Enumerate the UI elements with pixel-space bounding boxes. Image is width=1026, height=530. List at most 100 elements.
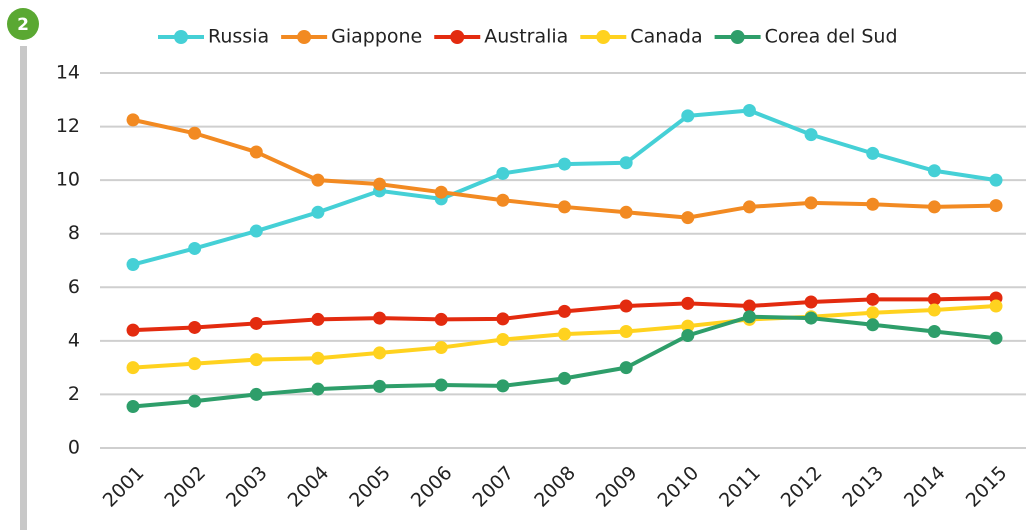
data-point: [311, 312, 325, 326]
data-point: [681, 329, 695, 342]
series-line: [132, 108, 997, 267]
x-tick-label: 2004: [284, 462, 334, 512]
y-tick-label: 8: [68, 222, 80, 244]
x-tick-label: 2008: [530, 462, 580, 512]
x-tick-label: 2012: [777, 462, 827, 512]
data-point: [496, 333, 510, 347]
data-point: [927, 292, 941, 306]
data-point: [681, 211, 695, 225]
x-tick-label: 2006: [407, 462, 457, 512]
y-tick-label: 4: [68, 329, 80, 351]
data-point: [249, 145, 263, 159]
data-point: [619, 299, 633, 313]
data-point: [927, 200, 941, 214]
data-point: [742, 310, 756, 324]
data-point: [989, 173, 1003, 187]
legend-marker: [174, 30, 188, 44]
data-point: [989, 331, 1003, 345]
data-point: [434, 378, 448, 392]
data-point: [188, 126, 202, 140]
data-point: [249, 387, 263, 401]
legend-marker: [297, 30, 312, 44]
data-point: [188, 241, 202, 255]
data-point: [249, 353, 263, 367]
data-point: [496, 312, 510, 326]
data-point: [989, 199, 1003, 213]
x-tick-label: 2002: [160, 462, 210, 512]
data-point: [681, 109, 695, 123]
data-point: [558, 327, 571, 341]
x-tick-label: 2011: [715, 462, 765, 512]
y-tick-label: 0: [68, 437, 80, 459]
data-point: [619, 156, 633, 170]
y-tick-label: 10: [56, 169, 80, 191]
data-point: [373, 379, 387, 393]
data-point: [619, 205, 633, 219]
x-tick-label: 2013: [838, 462, 888, 512]
x-tick-label: 2009: [592, 462, 642, 512]
legend-marker: [730, 30, 745, 44]
x-tick-label: 2014: [900, 462, 950, 512]
data-point: [681, 296, 695, 310]
data-point: [188, 320, 202, 334]
data-point: [619, 361, 633, 375]
data-point: [742, 104, 756, 117]
data-point: [804, 295, 818, 309]
data-point: [927, 164, 941, 178]
y-tick-label: 2: [68, 383, 80, 405]
y-tick-label: 12: [56, 115, 80, 137]
data-point: [804, 311, 818, 325]
data-point: [126, 399, 140, 413]
data-point: [989, 299, 1003, 313]
legend-label: Australia: [484, 26, 568, 48]
x-tick-label: 2003: [222, 462, 272, 512]
legend-marker: [450, 30, 465, 44]
data-point: [373, 346, 387, 360]
data-point: [126, 323, 140, 337]
data-point: [434, 341, 448, 355]
data-point: [804, 128, 818, 142]
data-point: [866, 292, 880, 306]
data-point: [188, 394, 202, 408]
data-point: [558, 304, 571, 318]
data-point: [927, 303, 941, 317]
data-point: [681, 319, 695, 333]
data-point: [434, 312, 448, 326]
y-tick-label: 14: [56, 62, 80, 84]
legend-label: Russia: [208, 26, 269, 48]
y-tick-label: 6: [68, 276, 80, 298]
legend-marker: [596, 30, 611, 44]
data-point: [434, 185, 448, 199]
data-point: [373, 311, 387, 325]
data-point: [558, 200, 571, 214]
data-point: [496, 166, 510, 180]
x-tick-label: 2007: [469, 462, 519, 512]
badge: 2: [17, 15, 29, 35]
x-tick-label: 2001: [99, 462, 149, 512]
data-point: [311, 205, 325, 219]
data-point: [373, 177, 387, 191]
data-point: [558, 157, 571, 171]
legend-label: Giappone: [331, 26, 422, 48]
data-point: [866, 197, 880, 211]
side-bar: [20, 46, 27, 530]
data-point: [866, 318, 880, 332]
x-tick-label: 2010: [653, 462, 703, 512]
legend-label: Canada: [630, 26, 702, 48]
data-point: [126, 361, 140, 375]
data-point: [311, 382, 325, 396]
legend-label: Corea del Sud: [765, 26, 898, 48]
badge-circle: [7, 8, 39, 40]
data-point: [126, 113, 140, 127]
data-point: [311, 351, 325, 365]
data-point: [927, 324, 941, 338]
data-point: [249, 224, 263, 238]
data-point: [742, 200, 756, 214]
data-point: [496, 379, 510, 393]
data-point: [126, 258, 140, 272]
x-tick-label: 2015: [962, 462, 1012, 512]
data-point: [742, 299, 756, 313]
data-point: [249, 316, 263, 330]
data-point: [558, 371, 571, 385]
